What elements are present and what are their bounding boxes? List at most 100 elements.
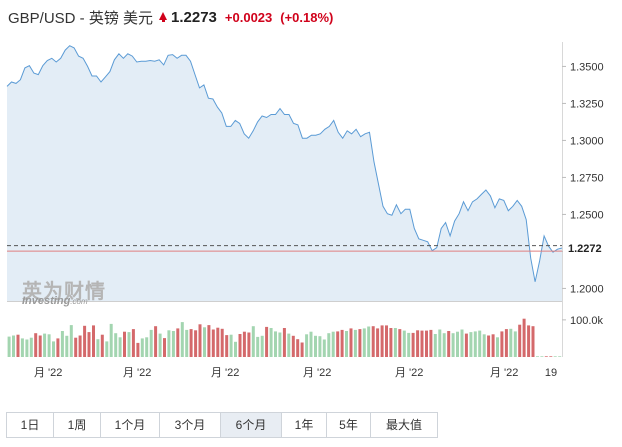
volume-bar xyxy=(211,329,215,357)
volume-bar xyxy=(185,329,189,357)
volume-bar xyxy=(544,356,548,357)
volume-bar xyxy=(207,325,211,357)
volume-bar xyxy=(496,337,499,357)
volume-bar xyxy=(274,331,277,357)
range-button-5y[interactable]: 5年 xyxy=(327,413,371,437)
volume-bar xyxy=(309,331,313,357)
volume-bar xyxy=(74,337,78,357)
volume-bar xyxy=(158,333,162,357)
y-tick-label: 1.2750 xyxy=(570,172,604,184)
volume-bar xyxy=(16,334,20,357)
volume-bar xyxy=(447,331,451,357)
volume-bar xyxy=(100,334,104,357)
volume-bar xyxy=(322,339,326,357)
volume-bar xyxy=(149,329,153,357)
volume-bar xyxy=(34,333,38,357)
volume-bar xyxy=(198,324,202,357)
volume-bar xyxy=(314,335,317,357)
volume-bar xyxy=(504,329,508,357)
volume-bar xyxy=(371,326,375,357)
volume-bar xyxy=(473,331,477,357)
x-tick-label: 19 xyxy=(545,367,557,379)
x-tick-label: 月 '22 xyxy=(395,367,423,379)
volume-bar xyxy=(25,339,29,357)
volume-bar xyxy=(429,329,433,357)
volume-bar xyxy=(318,336,322,357)
x-tick-label: 月 '22 xyxy=(34,367,62,379)
volume-bar xyxy=(291,335,295,357)
volume-bar xyxy=(416,330,420,357)
volume-bar xyxy=(65,335,69,357)
volume-bar xyxy=(60,331,64,357)
x-tick-label: 月 '22 xyxy=(490,367,518,379)
volume-bar xyxy=(358,329,362,357)
volume-bar xyxy=(145,337,149,357)
volume-bar xyxy=(136,342,140,357)
up-arrow-icon xyxy=(159,12,168,22)
range-button-max[interactable]: 最大值 xyxy=(371,413,437,437)
volume-bar xyxy=(29,337,33,357)
volume-bar xyxy=(123,331,126,357)
volume-bar xyxy=(7,336,11,357)
range-button-1y[interactable]: 1年 xyxy=(282,413,327,437)
range-button-3m[interactable]: 3个月 xyxy=(160,413,221,437)
quote-header: GBP/USD - 英镑 美元 1.2273 +0.0023 (+0.18%) xyxy=(8,6,333,28)
price-chart[interactable]: 1.35001.32501.30001.27501.25001.22501.20… xyxy=(0,0,622,410)
volume-bar xyxy=(216,327,220,357)
price-line xyxy=(6,45,563,282)
volume-bar xyxy=(362,328,366,357)
volume-bar xyxy=(43,333,47,357)
volume-bar xyxy=(114,333,118,357)
x-tick-label: 月 '22 xyxy=(211,367,239,379)
volume-bar xyxy=(536,356,539,357)
volume-bar xyxy=(509,328,513,357)
volume-bar xyxy=(553,356,557,357)
price-change-percent: (+0.18%) xyxy=(280,9,334,25)
range-button-6m[interactable]: 6个月 xyxy=(221,413,282,437)
y-tick-label: 1.2000 xyxy=(570,283,604,295)
investing-logo: 英为财情 Investing.com xyxy=(22,275,112,309)
volume-bar xyxy=(456,331,459,357)
volume-bar xyxy=(12,335,15,357)
volume-bar xyxy=(425,330,428,357)
volume-bar xyxy=(296,339,300,357)
range-button-1d[interactable]: 1日 xyxy=(7,413,54,437)
volume-bar xyxy=(469,332,473,357)
volume-bar xyxy=(527,325,531,357)
volume-bar xyxy=(242,331,246,357)
volume-bar xyxy=(442,333,446,357)
y-tick-label: 1.3000 xyxy=(570,135,604,147)
range-button-1w[interactable]: 1周 xyxy=(54,413,101,437)
volume-bar xyxy=(451,333,455,357)
volume-bar xyxy=(305,334,309,357)
volume-bar xyxy=(389,328,393,357)
volume-bar xyxy=(336,331,340,357)
range-button-1m[interactable]: 1个月 xyxy=(101,413,160,437)
volume-bar xyxy=(131,329,135,357)
volume-bar xyxy=(518,324,522,357)
volume-bar xyxy=(531,326,535,357)
volume-bar xyxy=(282,328,286,357)
current-price-label: 1.2272 xyxy=(568,243,602,255)
volume-bar xyxy=(171,331,175,357)
volume-bar xyxy=(69,325,73,357)
volume-bar xyxy=(38,335,42,357)
volume-bar xyxy=(256,336,260,357)
volume-bar xyxy=(251,326,255,357)
volume-bar xyxy=(105,341,109,357)
volume-bar xyxy=(464,333,468,357)
range-selector: 1日 1周 1个月 3个月 6个月 1年 5年 最大值 xyxy=(6,412,438,438)
volume-bar xyxy=(340,329,344,357)
volume-bar xyxy=(180,322,184,357)
volume-bar xyxy=(238,334,242,357)
volume-bar xyxy=(460,329,464,357)
volume-bar xyxy=(500,331,504,357)
current-price-box xyxy=(563,240,609,257)
volume-bar xyxy=(300,342,304,357)
volume-bar xyxy=(20,338,24,357)
volume-bar xyxy=(398,329,402,357)
price-area xyxy=(7,45,562,302)
volume-bar xyxy=(380,325,384,357)
volume-bar xyxy=(482,334,486,357)
x-tick-label: 月 '22 xyxy=(303,367,331,379)
